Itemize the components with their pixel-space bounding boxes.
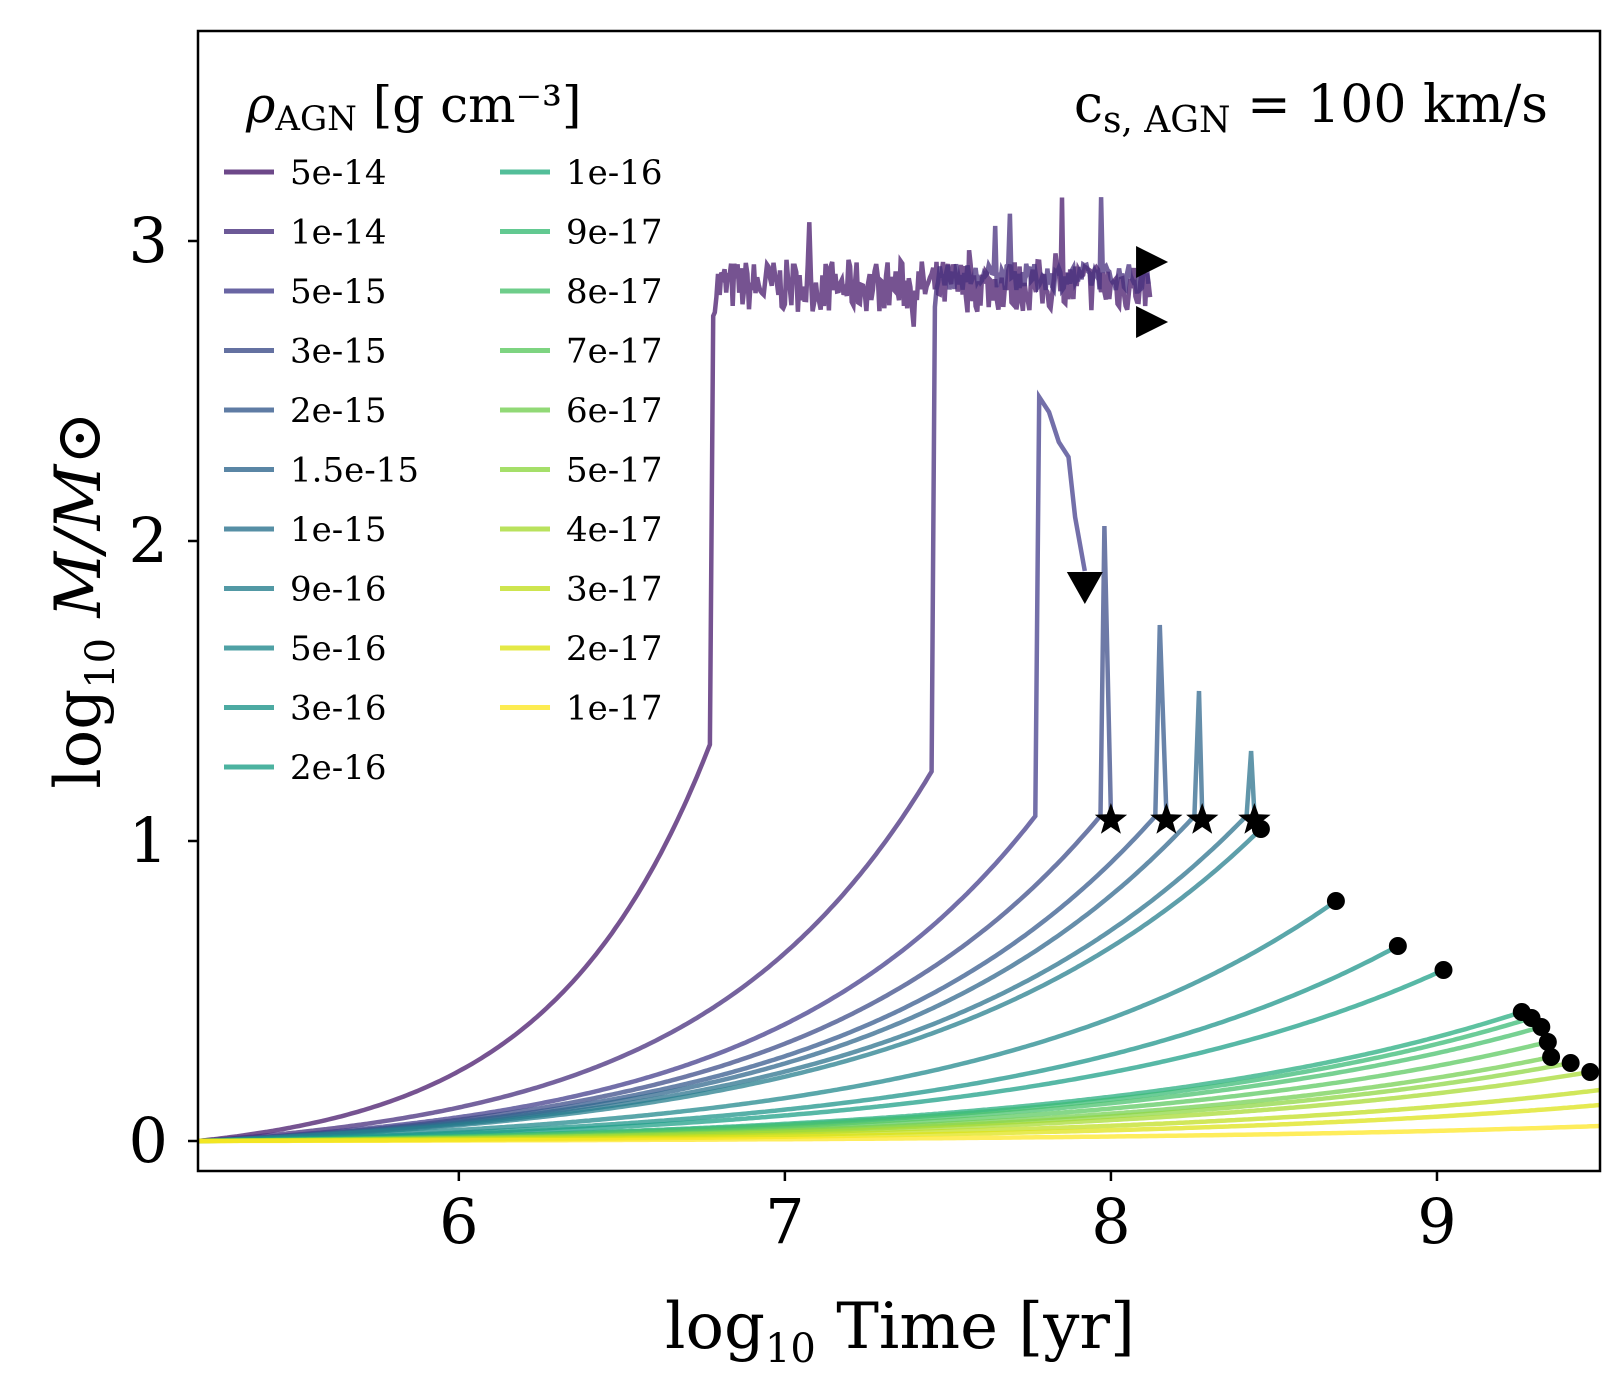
annotation-rest: = 100 km/s <box>1231 75 1548 135</box>
legend-label: 4e-17 <box>566 510 663 550</box>
legend-label: 1.5e-15 <box>290 451 419 491</box>
series-line-1e-17 <box>198 1123 1600 1144</box>
y-axis-title-main: log <box>42 689 116 789</box>
annotation-sub: s, AGN <box>1103 100 1231 141</box>
end-marker-6e-17 <box>1542 1048 1561 1066</box>
x-axis-title: log10 Time [yr] <box>665 1290 1135 1372</box>
plot-frame <box>196 29 1602 1173</box>
legend-label: 2e-16 <box>290 748 387 788</box>
legend-label: 7e-17 <box>566 332 663 372</box>
end-marker-1e-14 <box>1136 246 1169 278</box>
y-tick-label: 3 <box>129 204 168 277</box>
series-line-1e-14 <box>198 197 1151 1144</box>
legend-label: 9e-16 <box>290 570 387 610</box>
legend-label: 9e-17 <box>566 213 663 253</box>
end-marker-8e-17 <box>1532 1018 1551 1036</box>
series-line-5e-14 <box>198 197 1153 1144</box>
legend-label: 3e-15 <box>290 332 387 372</box>
y-tick-label: 2 <box>129 504 168 577</box>
y-tick-label: 1 <box>129 804 168 877</box>
legend-title-rho: ρ <box>245 76 276 134</box>
marker-layer <box>1066 246 1600 1081</box>
series-line-9e-16 <box>198 827 1263 1144</box>
end-marker-5e-17 <box>1561 1054 1580 1072</box>
end-marker-1.5e-15 <box>1186 803 1219 834</box>
legend-title-sub: AGN <box>274 99 356 139</box>
end-marker-5e-14 <box>1136 306 1169 338</box>
x-tick-label: 8 <box>1091 1185 1130 1258</box>
legend-label: 8e-17 <box>566 272 663 312</box>
y-axis-title: log10 M/M⊙ <box>42 411 124 788</box>
end-marker-2e-15 <box>1150 803 1183 834</box>
legend-label: 1e-15 <box>290 510 387 550</box>
y-axis-title-sub: 10 <box>78 638 124 689</box>
legend-label: 1e-16 <box>566 153 663 193</box>
x-tick-label: 6 <box>439 1185 478 1258</box>
legend-label: 2e-17 <box>566 629 663 669</box>
end-marker-3e-15 <box>1094 803 1128 834</box>
series-layer <box>198 197 1600 1144</box>
end-marker-9e-16 <box>1251 820 1270 838</box>
legend-label: 1e-14 <box>290 213 387 253</box>
legend-label: 5e-14 <box>290 153 387 193</box>
end-marker-4e-17 <box>1581 1063 1600 1081</box>
legend-label: 5e-16 <box>290 629 387 669</box>
sound-speed-annotation: cs, AGN = 100 km/s <box>1074 75 1548 141</box>
end-marker-7e-17 <box>1538 1033 1557 1051</box>
legend-label: 3e-17 <box>566 570 663 610</box>
y-axis-ticks: 0 1 2 3 <box>129 204 198 1177</box>
x-axis-title-main: log <box>665 1290 765 1364</box>
legend: 5e-14 1e-14 5e-15 3e-15 2e-15 1.5e-15 1e-15 9e-… <box>224 153 663 788</box>
end-marker-2e-16 <box>1434 961 1453 979</box>
y-tick-label: 0 <box>129 1104 168 1177</box>
legend-label: 1e-17 <box>566 689 663 729</box>
legend-label: 2e-15 <box>290 391 387 431</box>
end-marker-1e-15 <box>1238 803 1271 834</box>
x-axis-title-sub: 10 <box>765 1326 816 1372</box>
legend-label: 5e-15 <box>290 272 387 312</box>
end-marker-5e-16 <box>1326 892 1345 910</box>
x-tick-label: 9 <box>1417 1185 1456 1258</box>
x-tick-label: 7 <box>765 1185 804 1258</box>
x-axis-ticks: 6 7 8 9 <box>439 1171 1457 1258</box>
legend-title-rest: [g cm⁻³] <box>357 76 582 134</box>
annotation-main: c <box>1074 75 1103 135</box>
legend-label: 6e-17 <box>566 391 663 431</box>
legend-title: ρAGN [g cm⁻³] <box>245 76 582 139</box>
legend-label: 3e-16 <box>290 689 387 729</box>
legend-label: 5e-17 <box>566 451 663 491</box>
end-marker-3e-16 <box>1388 937 1407 955</box>
x-axis-title-rest: Time [yr] <box>816 1290 1135 1364</box>
end-marker-5e-15 <box>1066 572 1103 604</box>
y-axis-title-rest: M/M⊙ <box>42 411 116 638</box>
